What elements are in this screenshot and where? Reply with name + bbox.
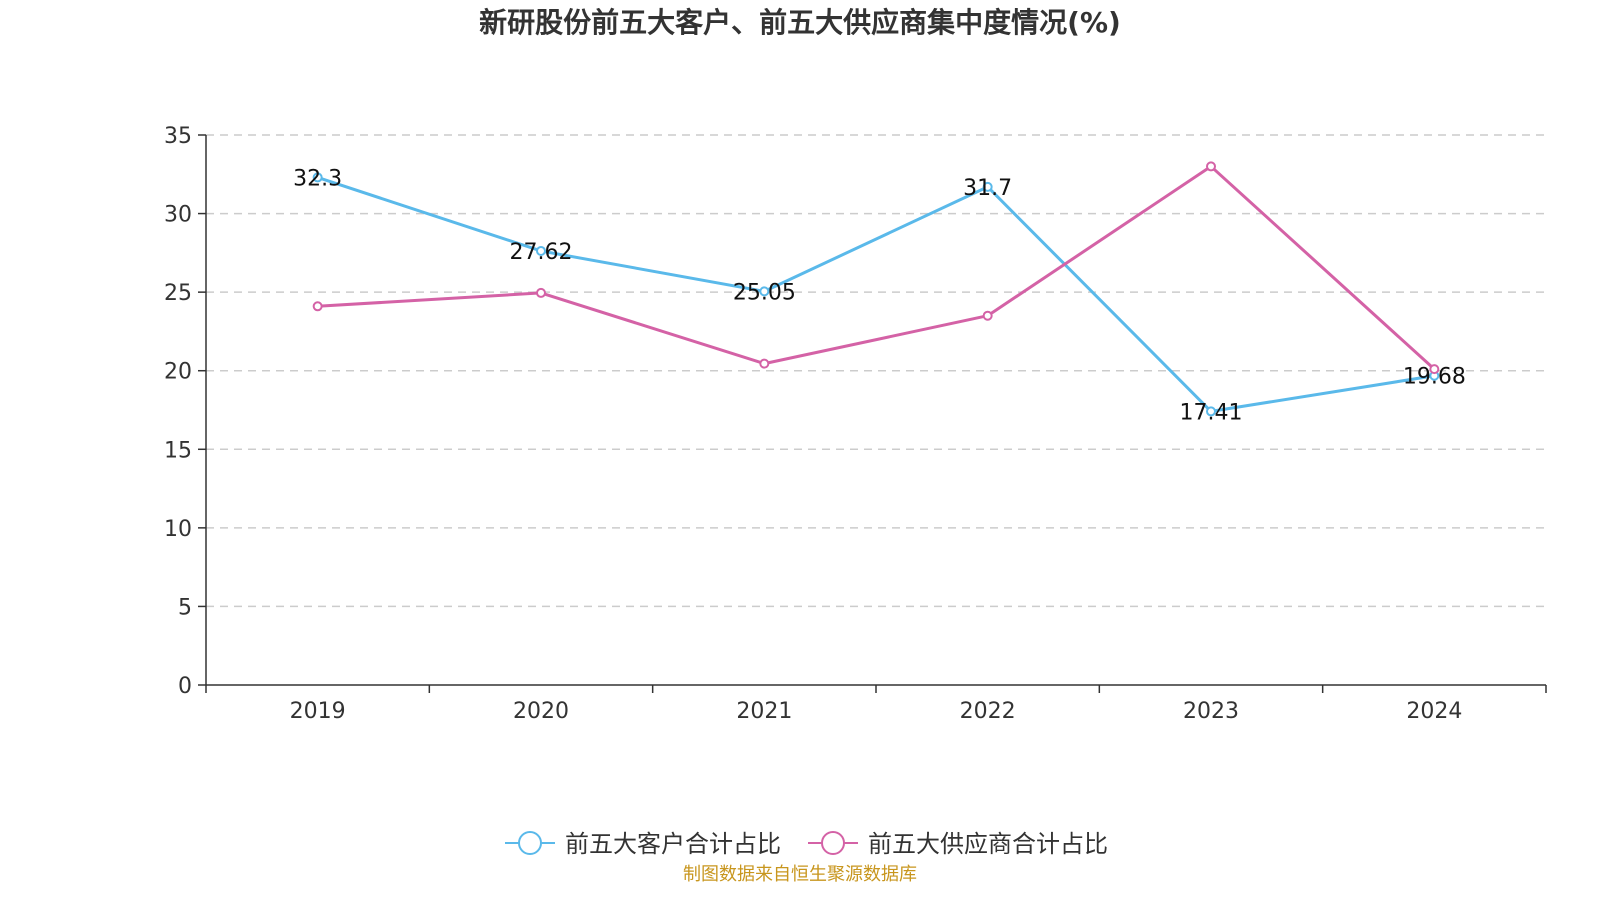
- x-tick-label: 2022: [960, 699, 1016, 724]
- chart-title: 新研股份前五大客户、前五大供应商集中度情况(%): [479, 6, 1121, 39]
- data-labels: 32.3 27.62 25.05 31.7 17.41 19.68: [293, 166, 1466, 425]
- data-point: [759, 358, 770, 369]
- y-tick-label: 35: [164, 124, 192, 149]
- data-point: [982, 181, 993, 192]
- data-label: 19.68: [1403, 365, 1466, 390]
- x-tick-label: 2019: [290, 699, 346, 724]
- data-label: 25.05: [733, 280, 796, 305]
- data-point: [312, 301, 323, 312]
- data-label: 31.7: [963, 176, 1012, 201]
- series-line: [317, 176, 1435, 413]
- y-tick-label: 0: [178, 674, 192, 699]
- legend-label: 前五大客户合计占比: [565, 830, 781, 858]
- y-tick-label: 15: [164, 438, 192, 463]
- data-label: 17.41: [1180, 400, 1243, 425]
- data-point: [982, 310, 993, 321]
- source-note: 制图数据来自恒生聚源数据库: [683, 864, 917, 885]
- data-point: [1429, 364, 1440, 375]
- data-label: 27.62: [510, 240, 573, 265]
- data-point: [1206, 406, 1216, 417]
- legend-item[interactable]: 前五大客户合计占比: [505, 830, 781, 858]
- data-point: [759, 286, 770, 297]
- y-tick-label: 10: [164, 517, 192, 542]
- series-lines: [312, 161, 1440, 417]
- data-point: [1206, 161, 1216, 172]
- legend-item[interactable]: 前五大供应商合计占比: [808, 830, 1108, 858]
- x-tick-label: 2024: [1406, 699, 1462, 724]
- axes: 0 5 10 15 20 25 30 35 2019 2020 2021 2022 2023 2024: [164, 124, 1547, 724]
- legend[interactable]: 前五大客户合计占比 前五大供应商合计占比: [505, 830, 1108, 858]
- x-tick-label: 2021: [736, 699, 792, 724]
- legend-marker: [821, 831, 845, 855]
- legend-marker: [518, 831, 542, 855]
- data-label: 32.3: [293, 166, 342, 191]
- data-point: [536, 287, 546, 298]
- data-point: [312, 172, 323, 183]
- y-tick-label: 5: [178, 595, 192, 620]
- y-tick-label: 20: [164, 360, 192, 385]
- y-tick-label: 30: [164, 203, 192, 228]
- y-tick-label: 25: [164, 281, 192, 306]
- series-line: [317, 164, 1436, 371]
- legend-label: 前五大供应商合计占比: [868, 830, 1108, 858]
- x-tick-label: 2023: [1183, 699, 1239, 724]
- data-point: [536, 245, 546, 256]
- x-tick-label: 2020: [513, 699, 569, 724]
